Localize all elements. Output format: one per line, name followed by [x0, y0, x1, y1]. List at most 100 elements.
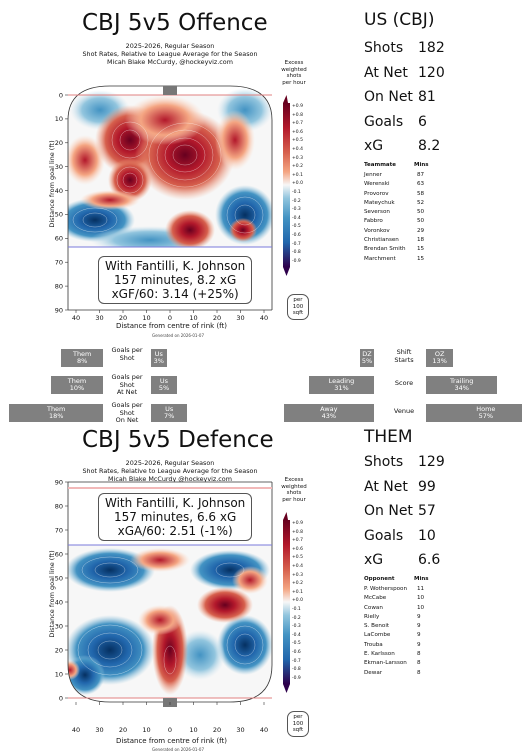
split-bars: Shift Starts DZ 5% OZ 13% Score Leading 31% Tr…: [283, 345, 522, 425]
x-tick-label: 20: [119, 726, 127, 734]
table-row: P. Wotherspoon 11: [364, 585, 444, 594]
split-label: Score: [382, 379, 426, 388]
y-tick-label: 70: [55, 526, 63, 534]
offence-title: CBJ 5v5 Offence: [82, 10, 268, 36]
colorbar-tick-label: +0.4: [292, 564, 303, 569]
mins-header: Mins: [414, 162, 429, 168]
them-stat-row: On Net 57: [364, 503, 436, 519]
opponent-header: Opponent: [364, 576, 395, 582]
ratio-label-line: Shot: [119, 353, 135, 362]
per-line: 100: [292, 720, 304, 727]
table-row: Jenner 87: [364, 171, 444, 180]
player-name: McCabe: [364, 595, 387, 602]
colorbar-title-line: Excess: [284, 477, 304, 483]
defence-colorbar-title: Excess weighted shots per hour: [274, 477, 314, 503]
table-row: Fabbro 50: [364, 217, 444, 226]
defence-colorbar: [283, 512, 290, 693]
split-left-bar: DZ 5%: [360, 349, 374, 367]
colorbar-tick-label: +0.0: [292, 598, 303, 604]
player-mins: 29: [417, 227, 425, 234]
player-mins: 50: [417, 209, 425, 216]
table-row: Voronkov 29: [364, 227, 444, 236]
ratio-label-line: Shot: [119, 408, 135, 417]
ratio-label-line: Goals per: [111, 346, 143, 354]
stat-value: 182: [418, 40, 445, 56]
colorbar-tick-label: -0.5: [292, 641, 301, 647]
table-row: Cowan 10: [364, 604, 444, 613]
mins-header: Mins: [414, 576, 429, 582]
player-mins: 50: [417, 218, 425, 225]
x-tick-label: 0: [168, 314, 172, 322]
colorbar-tick-label: +0.2: [292, 164, 303, 170]
colorbar-title-line: per hour: [282, 79, 306, 86]
them-team-label: THEM: [364, 427, 413, 447]
y-tick-label: 10: [55, 115, 63, 123]
defence-subtitle-line: Micah Blake McCurdy @hockeyviz.com: [108, 475, 232, 483]
colorbar-tick-label: +0.4: [292, 147, 303, 152]
stat-value: 8.2: [418, 138, 441, 154]
colorbar-tick-label: -0.8: [292, 667, 301, 673]
colorbar-tick-label: +0.5: [292, 138, 303, 144]
defence-info-line: With Fantilli, K. Johnson: [105, 496, 246, 510]
colorbar-tick-label: +0.8: [292, 529, 303, 535]
player-name: LaCombe: [364, 632, 391, 639]
player-name: Provorov: [364, 190, 389, 197]
player-name: Jenner: [364, 172, 382, 178]
y-tick-label: 80: [55, 282, 63, 290]
player-name: Severson: [364, 209, 390, 216]
per-line: 100: [292, 303, 304, 310]
per-line: sqft: [292, 727, 304, 733]
ratio-bars: Goals per Shot Them 8% Us 3% Goals per Shot At…: [0, 345, 260, 425]
player-name: Werenski: [364, 181, 390, 188]
colorbar-tick-label: -0.9: [292, 675, 301, 681]
per-line: per: [293, 714, 303, 720]
player-name: Rielly: [364, 613, 380, 620]
colorbar-tick-label: -0.4: [292, 632, 301, 638]
ratio-label: Goals per Shot On Net: [105, 401, 149, 425]
defence-title: CBJ 5v5 Defence: [82, 427, 274, 453]
us-stat-row: At Net 120: [364, 65, 445, 81]
colorbar-tick-label: +0.7: [292, 538, 303, 544]
table-row: S. Benoit 9: [364, 622, 444, 631]
stat-label: Shots: [364, 454, 404, 470]
stat-label: Shots: [364, 40, 404, 56]
stat-label: On Net: [364, 503, 413, 519]
offence-colorbar: [283, 95, 290, 276]
y-tick-label: 90: [55, 306, 63, 314]
y-tick-label: 10: [55, 670, 63, 678]
colorbar-tick-label: -0.1: [292, 607, 301, 612]
colorbar-tick-label: +0.6: [292, 546, 303, 552]
colorbar-tick-label: -0.8: [292, 250, 301, 256]
defence-subtitle-line: Shot Rates, Relative to League Average f…: [82, 467, 258, 475]
colorbar-tick-label: +0.8: [292, 112, 303, 118]
them-ratio-bar: Them 10%: [51, 376, 103, 394]
x-tick-label: 40: [72, 314, 80, 322]
colorbar-title-line: weighted: [281, 483, 307, 490]
colorbar-tick-label: -0.3: [292, 624, 301, 630]
y-tick-label: 30: [55, 622, 63, 630]
x-tick-label: 10: [189, 314, 197, 322]
defence-subtitle: 2025-2026, Regular Season Shot Rates, Re…: [60, 459, 280, 483]
colorbar-tick-label: +0.1: [292, 172, 303, 178]
offence-info-line: 157 minutes, 8.2 xG: [114, 273, 237, 287]
colorbar-tick-label: -0.1: [292, 190, 301, 195]
them-ratio-bar: Them 18%: [9, 404, 103, 422]
x-tick-label: 20: [119, 314, 127, 322]
stat-value: 10: [418, 527, 436, 544]
y-tick-label: 20: [55, 646, 63, 654]
table-row: Mateychuk 52: [364, 199, 444, 208]
colorbar-title-line: weighted: [281, 66, 307, 73]
table-row: Christiansen 18: [364, 236, 444, 245]
them-opponent-table: Opponent Mins P. Wotherspoon 11 McCabe 10 Co…: [364, 576, 444, 678]
colorbar-tick-label: -0.5: [292, 224, 301, 230]
us-teammate-table: Teammate Mins Jenner 87 Werenski 63 Provorov…: [364, 162, 444, 264]
colorbar-tick-label: -0.7: [292, 241, 301, 247]
colorbar-tick-label: +0.7: [292, 121, 303, 127]
player-mins: 52: [417, 199, 425, 206]
y-tick-label: 90: [55, 478, 63, 486]
x-tick-label: 30: [95, 314, 103, 322]
player-mins: 9: [417, 623, 421, 630]
stat-label: On Net: [364, 89, 413, 105]
them-ratio-bar: Them 8%: [61, 349, 103, 367]
stat-value: 129: [418, 454, 445, 470]
